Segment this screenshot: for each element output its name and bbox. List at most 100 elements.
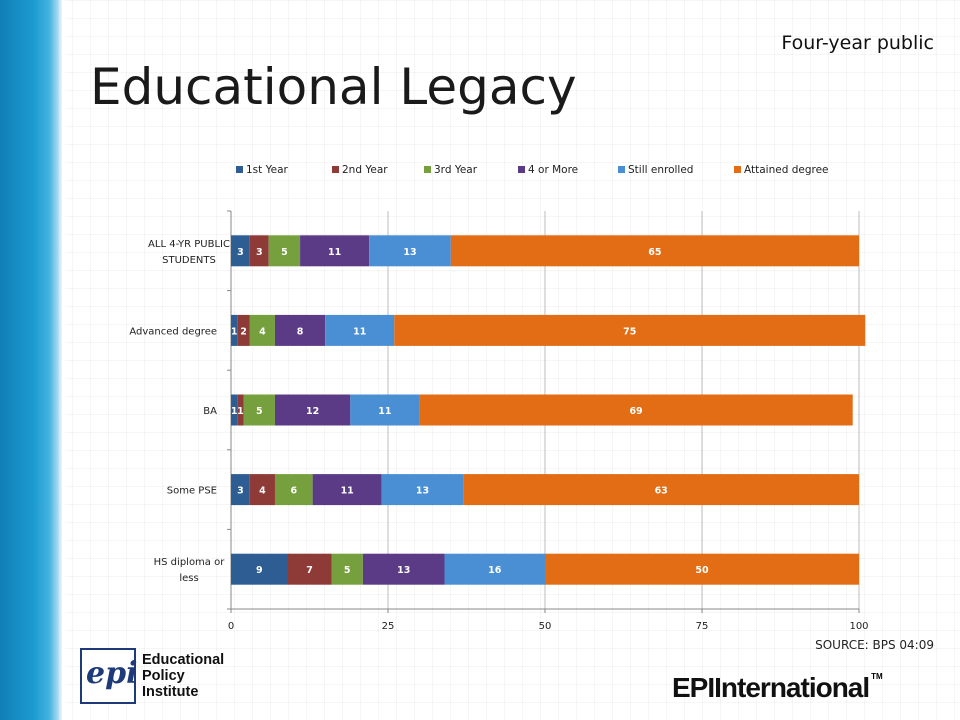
epi-logo-line: Institute [142,684,199,700]
category-label: ALL 4-YR PUBLIC STUDENTS [148,239,230,266]
legend-swatch [734,166,741,173]
bar-segment [419,394,853,426]
category-label-line: Advanced degree [129,326,217,337]
x-tick-label: 50 [539,621,552,632]
bar-value-label: 13 [416,486,429,497]
bar-segment [369,235,451,267]
bar-value-label: 13 [403,247,416,258]
bar-value-label: 2 [240,326,247,337]
bar-segment [237,314,250,346]
category-label-line: BA [203,406,217,417]
bar-segment [249,314,275,346]
epi-logo-mark-text: epi [86,656,138,691]
category-label-line: Some PSE [167,486,217,497]
bar-segment [237,394,244,426]
legend-label: Still enrolled [628,164,693,176]
category-label: Some PSE [167,486,217,497]
slide-subtitle: Four-year public [781,32,934,54]
legend-swatch [332,166,339,173]
bar-segment [231,474,250,506]
legend-label: 4 or More [528,164,578,176]
chart-labels: ALL 4-YR PUBLIC STUDENTS Advanced degree BA… [129,239,709,584]
bar-value-label: 11 [341,486,354,497]
legend-swatch [236,166,243,173]
bar-value-label: 1 [231,326,238,337]
bar-value-label: 6 [290,486,297,497]
epi-international-logo: EPIInternational TM [672,672,883,704]
bar-segment [394,314,866,346]
bar-value-label: 1 [231,406,238,417]
bar-segment [300,235,370,267]
legend-label: Attained degree [744,164,829,176]
bar-segment [249,235,269,267]
legend-swatch [518,166,525,173]
category-label: BA [203,406,217,417]
bar-value-label: 4 [259,326,266,337]
bar-segment [381,474,464,506]
category-label: Advanced degree [129,326,217,337]
bar-segment [274,314,326,346]
bar-segment [450,235,859,267]
bar-value-label: 8 [297,326,304,337]
bar-value-label: 69 [629,406,642,417]
bar-segment [274,474,313,506]
bar-segment [545,553,859,585]
trademark-mark: TM [871,672,883,681]
bar-value-label: 7 [306,565,313,576]
bar-segment [249,474,275,506]
bar-segment [274,394,351,426]
bar-segment [362,553,445,585]
bar-value-label: 16 [488,565,502,576]
bar-value-label: 11 [328,247,341,258]
chart-legend: 1st Year 2nd Year 3rd Year 4 or More Still e… [236,164,829,176]
bar-value-label: 9 [256,565,263,576]
category-label-line: ALL 4-YR PUBLIC [148,239,230,250]
epi-logo-line: Educational [142,652,225,668]
bar-segment [331,553,363,585]
epi-international-logo-word: International [714,672,870,703]
x-tick-label: 0 [228,621,234,632]
bar-segment [350,394,420,426]
bar-value-label: 5 [344,565,351,576]
bar-segment [312,474,382,506]
epi-logo: epi Educational Policy Institute [80,648,230,704]
category-label-line: STUDENTS [162,255,216,266]
legend-label: 3rd Year [434,164,478,176]
category-label-line: less [179,573,198,584]
left-accent-stripe-edge [58,0,66,720]
epi-international-logo-epi: EPI [672,672,715,703]
bar-segment [463,474,859,506]
bar-segment [444,553,545,585]
legend-swatch [618,166,625,173]
bar-value-label: 11 [353,326,366,337]
bar-value-label: 75 [623,326,636,337]
bar-value-label: 50 [695,565,709,576]
bar-value-label: 1 [237,406,244,417]
bar-segment [231,314,238,346]
bar-segment [231,235,250,267]
bar-value-label: 5 [281,247,288,258]
source-note: SOURCE: BPS 04:09 [815,638,934,652]
epi-logo-mark: epi [80,648,138,704]
bar-value-label: 5 [256,406,263,417]
bar-value-label: 63 [655,486,668,497]
bar-segment [243,394,275,426]
left-accent-stripe [0,0,62,720]
bar-segment [287,553,332,585]
bar-value-label: 13 [397,565,410,576]
bar-value-label: 3 [256,247,263,258]
legend-label: 1st Year [246,164,289,176]
bar-value-label: 12 [306,406,319,417]
epi-logo-words: Educational Policy Institute [142,652,224,700]
bar-value-label: 3 [237,247,244,258]
x-tick-label: 75 [696,621,709,632]
category-label: HS diploma or less [154,557,226,584]
category-label-line: HS diploma or [154,557,226,568]
bar-segment [231,553,288,585]
epi-logo-line: Policy [142,668,185,684]
bar-value-label: 3 [237,486,244,497]
x-tick-label: 100 [849,621,868,632]
legend-swatch [424,166,431,173]
